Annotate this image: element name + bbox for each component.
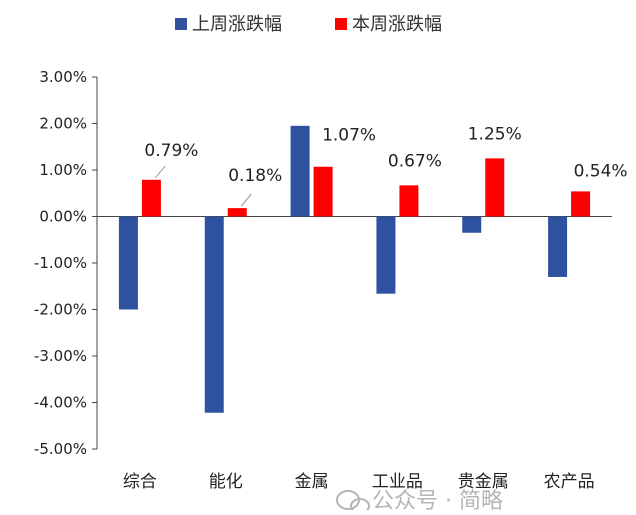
data-label-this-week: 0.67%	[388, 151, 442, 171]
x-category-label: 能化	[209, 472, 243, 492]
data-label-this-week: 0.79%	[144, 141, 198, 161]
y-tick-label: -1.00%	[34, 254, 87, 272]
data-label-this-week: 0.18%	[228, 166, 282, 186]
y-tick-label: -4.00%	[34, 394, 87, 412]
x-category-label: 综合	[123, 472, 157, 492]
data-labels: 0.79% 0.18% 1.07% 0.67% 1.25% 0.54%	[144, 124, 628, 207]
data-label-this-week: 1.25%	[468, 124, 522, 144]
legend-swatch-1	[335, 18, 347, 30]
x-category-label: 工业品	[372, 472, 423, 492]
y-tick-label: 3.00%	[39, 68, 87, 86]
axes: 3.00% 2.00% 1.00% 0.00% -1.00% -2.00% -3.00% -4…	[34, 68, 612, 492]
bar-this-week-1	[227, 208, 247, 217]
data-label-this-week: 0.54%	[574, 161, 628, 181]
bar-last-week-5	[548, 216, 568, 277]
label-leader-line	[240, 193, 252, 207]
bar-last-week-0	[118, 216, 138, 310]
bar-last-week-4	[462, 216, 482, 233]
bar-this-week-5	[571, 191, 591, 217]
bar-last-week-3	[376, 216, 396, 294]
watermark-text: 公众号 · 简略	[372, 489, 503, 510]
label-leader-line	[155, 165, 166, 179]
y-tick-label: 1.00%	[39, 161, 87, 179]
legend-label-0: 上周涨跌幅	[192, 14, 282, 35]
data-label-this-week: 1.07%	[322, 126, 376, 146]
wechat-icon	[336, 490, 370, 514]
y-tick-label: 0.00%	[39, 208, 87, 226]
y-tick-label: -3.00%	[34, 347, 87, 365]
y-tick-label: -5.00%	[34, 440, 87, 458]
y-tick-label: -2.00%	[34, 301, 87, 319]
x-category-label: 金属	[295, 472, 329, 492]
bar-last-week-1	[204, 216, 224, 413]
x-category-label: 农产品	[544, 472, 595, 492]
bar-this-week-0	[141, 179, 161, 217]
bar-this-week-4	[485, 158, 505, 217]
bars	[118, 125, 591, 413]
legend-swatch-0	[175, 18, 187, 30]
bar-this-week-3	[399, 185, 419, 217]
watermark: 公众号 · 简略	[336, 489, 503, 514]
legend-label-1: 本周涨跌幅	[352, 14, 442, 35]
bar-last-week-2	[290, 125, 310, 217]
x-category-label: 贵金属	[458, 472, 509, 492]
legend: 上周涨跌幅 本周涨跌幅	[175, 14, 442, 35]
y-tick-label: 2.00%	[39, 115, 87, 133]
bar-this-week-2	[313, 166, 333, 217]
